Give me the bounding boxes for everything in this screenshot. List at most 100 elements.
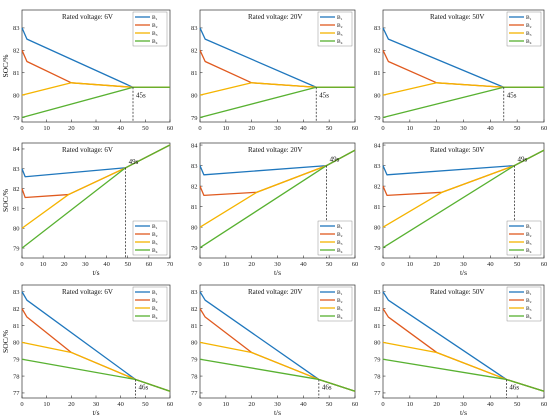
convergence-marker-label: 49s	[330, 156, 340, 164]
y-tick-label: 80	[374, 224, 381, 231]
legend-box	[132, 286, 168, 322]
y-tick-label: 83	[374, 25, 381, 32]
y-tick-label: 81	[191, 70, 198, 77]
legend-label-1: B₁	[337, 290, 343, 296]
x-tick-label: 60	[541, 261, 548, 268]
x-tick-label: 20	[248, 125, 255, 132]
y-tick-label: 79	[13, 245, 20, 252]
chart-panel-6: 0 10 20 30 40 50 60 79 80 81 82 83 84 49s Rated voltag…	[374, 142, 547, 277]
y-tick-label: 80	[191, 340, 198, 347]
x-tick-label: 30	[93, 125, 100, 132]
series-line-4	[199, 358, 356, 392]
legend-label-4: B₄	[337, 248, 343, 254]
x-tick-label: 60	[146, 261, 153, 268]
x-tick-label: 50	[514, 401, 521, 408]
x-tick-label: 40	[103, 261, 110, 268]
chart-panel-9: 0 10 20 30 40 50 60 77 78 79 80 81 82 83 46s Rated volt…	[374, 284, 548, 416]
convergence-marker-label: 49s	[517, 156, 527, 164]
series-line-4	[199, 86, 355, 119]
x-tick-label: 30	[274, 261, 281, 268]
rated-voltage-label: Rated voltage: 6V	[62, 288, 113, 296]
legend-label-3: B₃	[337, 240, 343, 246]
legend-label-2: B₂	[337, 298, 343, 304]
legend-label-2: B₂	[337, 23, 343, 29]
x-tick-label: 10	[40, 261, 47, 268]
y-tick-label: 80	[374, 340, 381, 347]
legend-label-4: B₄	[526, 39, 532, 45]
y-tick-label: 80	[13, 340, 20, 347]
legend-label-1: B₁	[526, 290, 532, 296]
y-tick-label: 84	[191, 142, 198, 149]
y-tick-label: 77	[374, 390, 381, 397]
series-line-3	[199, 82, 355, 96]
series-line-3	[21, 144, 171, 229]
y-tick-label: 77	[191, 390, 198, 397]
x-axis-label: t/s	[92, 268, 99, 277]
x-tick-label: 40	[300, 125, 307, 132]
legend-box	[317, 286, 353, 322]
y-tick-label: 82	[191, 183, 198, 190]
y-tick-label: 81	[191, 323, 198, 330]
legend-box	[317, 220, 353, 256]
x-tick-label: 0	[198, 125, 201, 132]
x-tick-label: 60	[541, 401, 548, 408]
x-tick-label: 10	[223, 125, 230, 132]
legend-label-4: B₄	[152, 248, 158, 254]
y-tick-label: 78	[374, 373, 381, 380]
x-tick-label: 30	[274, 401, 281, 408]
legend-label-2: B₂	[337, 232, 343, 238]
y-tick-label: 77	[13, 390, 20, 397]
y-axis-label: SOC/%	[1, 55, 10, 78]
legend-label-1: B₁	[152, 224, 158, 230]
y-axis-label: SOC/%	[1, 189, 10, 212]
x-tick-label: 50	[514, 125, 521, 132]
x-tick-label: 60	[352, 261, 359, 268]
legend-label-1: B₁	[526, 15, 532, 21]
series-line-3	[21, 82, 170, 96]
y-tick-label: 82	[374, 48, 381, 55]
x-tick-label: 50	[326, 125, 333, 132]
x-tick-label: 10	[223, 401, 230, 408]
series-line-2	[382, 50, 544, 88]
legend-box	[506, 286, 542, 322]
x-tick-label: 60	[541, 125, 548, 132]
legend-label-1: B₁	[337, 224, 343, 230]
legend-label-3: B₃	[152, 306, 158, 312]
legend-label-3: B₃	[152, 240, 158, 246]
x-tick-label: 40	[117, 125, 124, 132]
chart-panel-4: 0 10 20 30 40 50 60 70 79 80 81 82 83 84 49s Rated volt…	[1, 142, 173, 277]
convergence-marker-label: 45s	[319, 91, 329, 99]
legend-label-4: B₄	[152, 39, 158, 45]
series-line-4	[21, 144, 171, 249]
rated-voltage-label: Rated voltage: 50V	[430, 146, 484, 154]
rated-voltage-label: Rated voltage: 6V	[62, 146, 113, 154]
y-tick-label: 82	[191, 306, 198, 313]
y-tick-label: 80	[13, 226, 20, 233]
y-tick-label: 83	[191, 289, 198, 296]
x-tick-label: 50	[514, 261, 521, 268]
x-tick-label: 0	[381, 401, 384, 408]
x-axis-label: t/s	[460, 408, 467, 416]
x-axis-label: t/s	[92, 408, 99, 416]
series-line-2	[21, 50, 170, 88]
legend-box	[506, 220, 542, 256]
y-tick-label: 80	[191, 92, 198, 99]
x-tick-label: 40	[487, 125, 494, 132]
x-tick-label: 60	[352, 125, 359, 132]
legend-box	[317, 11, 353, 47]
convergence-marker-label: 46s	[138, 383, 148, 391]
rated-voltage-label: Rated voltage: 20V	[248, 13, 302, 21]
y-tick-label: 82	[191, 48, 198, 55]
x-tick-label: 50	[124, 261, 131, 268]
rated-voltage-label: Rated voltage: 20V	[248, 146, 302, 154]
y-tick-label: 83	[374, 289, 381, 296]
x-tick-label: 0	[381, 261, 384, 268]
chart-panel-2: 0 10 20 30 40 50 60 79 80 81 82 83 45s Rated voltage:…	[191, 9, 359, 132]
x-tick-label: 20	[433, 125, 440, 132]
x-tick-label: 20	[433, 261, 440, 268]
legend-label-4: B₄	[152, 314, 158, 320]
y-tick-label: 82	[13, 48, 20, 55]
x-tick-label: 40	[487, 401, 494, 408]
convergence-marker-label: 49s	[129, 158, 139, 166]
